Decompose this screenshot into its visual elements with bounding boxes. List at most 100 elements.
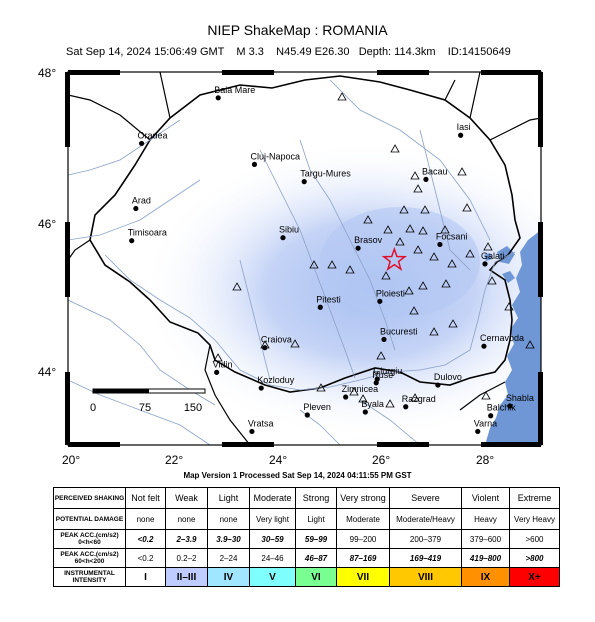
legend-cell-acc-deep: >800 [509, 548, 560, 568]
axis-labels: 48° 46° 44° 20° 22° 24° 26° 28° [38, 66, 494, 467]
city-label: Pitesti [316, 294, 341, 304]
legend-cell-acc-deep: 2–24 [207, 548, 250, 568]
legend-cell-shaking: Light [207, 487, 250, 509]
legend-cell-damage: none [165, 508, 208, 530]
legend-cell-intensity: V [249, 567, 296, 587]
border-east [444, 72, 541, 141]
legend-cell-shaking: Severe [389, 487, 462, 509]
cities: Baia Mare Oradea Iasi Cluj-NapocaTargu-Mure… [128, 85, 534, 435]
legend-cell-acc-deep: 169–419 [389, 548, 462, 568]
city-dot [482, 261, 488, 267]
rivers [68, 79, 516, 445]
scale-bar: 0 75 150 [90, 388, 206, 414]
legend-cell-shaking: Very strong [336, 487, 390, 509]
city-dot [129, 238, 135, 244]
legend-row-damage: POTENTIAL DAMAGE none none none Very light L… [53, 508, 560, 530]
legend-row-acc-deep: PEAK ACC.(cm/s2) 60<h<200 <0.2 0.2–2 2–24 2… [53, 548, 560, 568]
legend-cell-acc-shallow: <0.2 [125, 529, 166, 549]
legend-header: PEAK ACC.(cm/s2) 0<h<60 [53, 529, 126, 549]
city-dot [215, 95, 221, 101]
legend-cell-intensity: VII [336, 567, 390, 587]
event-info: Sat Sep 14, 2024 15:06:49 GMT M 3.3 N45.… [66, 46, 511, 58]
legend-cell-acc-shallow: 30–59 [249, 529, 296, 549]
scale-label-0: 0 [90, 402, 96, 414]
city-label: Dulovo [434, 372, 462, 382]
city-dot [355, 245, 361, 251]
legend-cell-acc-shallow: >600 [509, 529, 560, 549]
lon-label-22: 22° [165, 453, 183, 467]
legend-cell-intensity: X+ [509, 567, 560, 587]
city-label: Timisoara [128, 228, 167, 238]
lon-label-24: 24° [269, 453, 287, 467]
city-dot [251, 161, 258, 168]
legend-cell-shaking: Extreme [509, 487, 560, 509]
legend-cell-acc-deep: 24–46 [249, 548, 296, 568]
city-label: Cernavoda [480, 333, 524, 343]
legend-cell-intensity: IX [461, 567, 510, 587]
city-dot [362, 409, 368, 415]
legend-cell-acc-shallow: 200–379 [389, 529, 462, 549]
city-label: Brasov [354, 235, 383, 245]
city-label: Razgrad [402, 394, 436, 404]
legend-cell-intensity: I [125, 567, 166, 587]
legend-cell-acc-deep: 87–169 [336, 548, 390, 568]
legend-cell-damage: Very light [249, 508, 296, 530]
black-sea [485, 230, 541, 445]
legend-cell-intensity: IV [207, 567, 250, 587]
romania-border [89, 75, 521, 393]
city-label: Shabla [506, 393, 534, 403]
city-dot [317, 304, 323, 310]
city-dot [258, 385, 264, 391]
city-dot [280, 235, 286, 241]
city-label: Pleven [303, 402, 331, 412]
city-label: Vidin [213, 359, 233, 369]
legend-cell-acc-deep: 419–800 [461, 548, 510, 568]
city-label: Giurgiu [373, 366, 402, 376]
city-dot [133, 205, 139, 212]
border-west [68, 72, 171, 261]
city-dot [475, 428, 481, 435]
city-dot [458, 132, 464, 138]
legend-header: POTENTIAL DAMAGE [53, 508, 126, 530]
city-dot [343, 394, 349, 400]
city-label: Iasi [457, 122, 471, 132]
city-label: Byala [361, 399, 384, 409]
legend-cell-acc-shallow: 99–200 [336, 529, 390, 549]
city-label: Oradea [138, 130, 168, 140]
legend-cell-damage: none [207, 508, 250, 530]
legend-cell-acc-shallow: 3.9–30 [207, 529, 250, 549]
city-label: Bucuresti [380, 326, 418, 336]
city-label: Cluj-Napoca [250, 151, 300, 161]
legend-cell-intensity: VIII [389, 567, 462, 587]
legend-cell-shaking: Violent [461, 487, 510, 509]
lat-label-46: 46° [38, 217, 56, 231]
legend-cell-intensity: II–III [165, 567, 208, 587]
border-bulgaria [204, 344, 506, 445]
city-label: Varna [474, 418, 497, 428]
legend-cell-damage: Moderate/Heavy [389, 508, 462, 530]
legend-cell-damage: Light [295, 508, 337, 530]
city-label: Ploiesti [376, 288, 405, 298]
lat-label-48: 48° [38, 66, 56, 80]
city-dot [214, 369, 220, 375]
city-dot [301, 179, 307, 185]
legend-cell-acc-shallow: 379–600 [461, 529, 510, 549]
legend-header: INSTRUMENTAL INTENSITY [53, 567, 126, 587]
map-title: NIEP ShakeMap : ROMANIA [207, 22, 388, 38]
city-label: Galati [481, 251, 505, 261]
city-dot [249, 428, 255, 435]
city-dot [262, 345, 268, 351]
city-label: Bacau [422, 166, 448, 176]
city-dot [435, 382, 441, 388]
legend-cell-intensity: VI [295, 567, 337, 587]
legend-cell-shaking: Strong [295, 487, 337, 509]
legend-cell-acc-deep: 46–87 [295, 548, 337, 568]
legend-cell-shaking: Weak [165, 487, 208, 509]
city-label: Balchik [487, 403, 517, 413]
seismic-stations [213, 92, 535, 408]
city-label: Baia Mare [214, 85, 255, 95]
intensity-legend: PERCEIVED SHAKING Not felt Weak Light Moder… [53, 487, 560, 587]
city-label: Kozloduy [257, 375, 295, 385]
city-label: Vratsa [248, 418, 274, 428]
scale-label-150: 150 [184, 402, 202, 414]
